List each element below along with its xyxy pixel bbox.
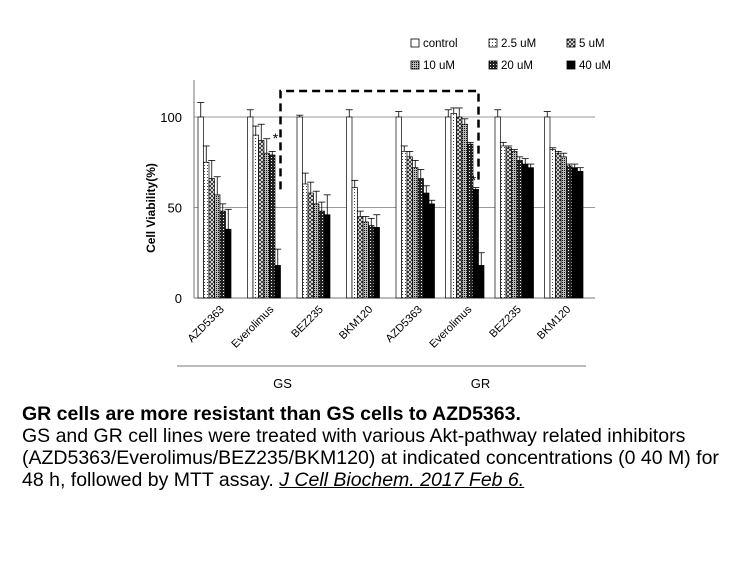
bar — [505, 147, 512, 299]
bar — [203, 161, 210, 299]
legend-label: 10 uM — [423, 60, 455, 72]
bar — [423, 192, 430, 299]
bar — [417, 178, 424, 299]
legend-swatch — [566, 38, 576, 48]
bar — [214, 194, 221, 299]
bars — [197, 113, 584, 299]
bar — [549, 149, 556, 299]
bar — [296, 116, 303, 299]
figure-caption: GR cells are more resistant than GS cell… — [22, 403, 742, 491]
error-bars — [197, 102, 584, 266]
legend-label: 5 uM — [579, 38, 605, 50]
bar — [555, 152, 562, 299]
bar — [225, 228, 232, 299]
bar — [219, 210, 226, 299]
caption-title: GR cells are more resistant than GS cell… — [22, 403, 521, 425]
y-tick-label: 100 — [160, 110, 182, 125]
bar — [208, 178, 215, 299]
bar — [461, 123, 468, 299]
bar — [362, 221, 369, 299]
bar — [373, 227, 380, 299]
legend-swatch — [410, 60, 420, 70]
bar — [247, 116, 254, 299]
x-tick-label: BKM120 — [337, 304, 375, 342]
bar — [368, 225, 375, 299]
bar — [500, 145, 507, 299]
group-labels: GS GR — [177, 365, 586, 391]
y-tick-labels: 0 50 100 — [160, 110, 182, 306]
significance-star: * — [273, 130, 279, 146]
comparison-bracket — [279, 89, 480, 190]
significance-markers: ** — [273, 130, 477, 188]
x-tick-label: BKM120 — [535, 304, 573, 342]
group-label: GR — [471, 376, 491, 391]
bar — [346, 116, 353, 299]
x-tick-label: AZD5363 — [384, 304, 425, 345]
bar — [560, 156, 567, 299]
bar — [274, 265, 281, 299]
x-tick-label: Everolimus — [229, 303, 276, 350]
x-tick-label: Everolimus — [427, 303, 474, 350]
bar — [472, 189, 479, 299]
bar — [522, 163, 529, 299]
bar — [511, 151, 518, 299]
bar — [571, 167, 578, 299]
bar — [197, 116, 204, 299]
bar — [456, 116, 463, 299]
bar — [269, 154, 276, 299]
bar — [351, 187, 358, 299]
caption-body: GS and GR cell lines were treated with v… — [22, 425, 719, 491]
bar — [307, 192, 314, 299]
x-tick-labels: AZD5363 Everolimus BEZ235 BKM120 AZD5363 Ever… — [186, 303, 574, 350]
bar — [428, 203, 435, 299]
legend-label: 40 uM — [579, 60, 611, 72]
bar — [450, 113, 457, 299]
bar — [401, 151, 408, 299]
bar — [516, 160, 523, 299]
legend-label: 2.5 uM — [501, 38, 536, 50]
x-tick-label: AZD5363 — [186, 304, 227, 345]
bar — [494, 116, 501, 299]
bar — [577, 170, 584, 299]
bar — [395, 116, 402, 299]
bar — [263, 152, 270, 299]
bar — [445, 116, 452, 299]
bar — [324, 214, 331, 299]
y-axis-label: Cell Viability(%) — [144, 163, 158, 253]
legend-label: 20 uM — [501, 60, 533, 72]
bar — [357, 216, 364, 299]
x-tick-label: BEZ235 — [487, 304, 524, 341]
legend-swatch — [566, 60, 576, 70]
y-tick-label: 50 — [168, 201, 182, 216]
caption-citation: J Cell Biochem. 2017 Feb 6. — [279, 469, 525, 491]
bar — [544, 116, 551, 299]
legend-swatch — [488, 60, 498, 70]
legend-label: control — [423, 38, 458, 50]
bar — [258, 140, 265, 299]
y-tick-label: 0 — [175, 291, 182, 306]
bar — [478, 265, 485, 299]
legend: control 2.5 uM 5 uM 10 uM 20 uM 40 uM — [410, 38, 611, 72]
bar — [318, 210, 325, 299]
bar — [467, 143, 474, 299]
bar — [527, 167, 534, 299]
bar — [302, 183, 309, 299]
bar — [566, 165, 573, 299]
bar — [313, 203, 320, 299]
bracket-line — [279, 89, 480, 190]
legend-swatch — [488, 38, 498, 48]
bar — [406, 156, 413, 299]
x-tick-label: BEZ235 — [289, 304, 326, 341]
bar — [412, 167, 419, 299]
significance-star: * — [471, 172, 477, 188]
bar — [252, 134, 259, 299]
legend-swatch — [410, 38, 420, 48]
group-label: GS — [273, 376, 292, 391]
